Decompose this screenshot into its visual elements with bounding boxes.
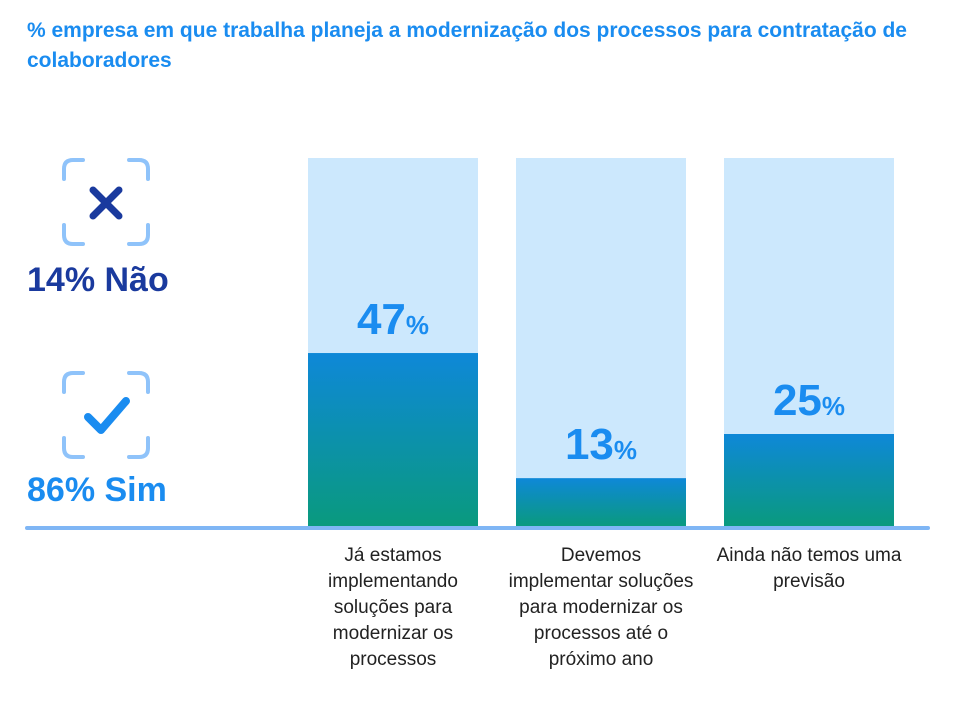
summary-no-label: 14% Não [27, 261, 169, 299]
category-label: Já estamos implementando soluções para m… [328, 545, 458, 670]
bar-value-number: 25 [772, 376, 822, 425]
bar-value-number: 13 [564, 420, 614, 470]
bar-value-label: 47% [308, 295, 478, 345]
bar-value-label: 25% [724, 376, 894, 426]
check-icon [62, 371, 150, 459]
bar-background [516, 158, 686, 526]
bar-value-unit: % [613, 435, 638, 466]
chart-title: % empresa em que trabalha planeja a mode… [27, 19, 907, 72]
summary-yes-label: 86% Sim [27, 471, 167, 509]
x-icon [62, 158, 150, 246]
bar-value-number: 47 [356, 295, 406, 345]
category-label: Devemos implementar soluções para modern… [508, 545, 694, 670]
bar [724, 434, 894, 526]
bar-value-label: 13% [516, 420, 686, 470]
bar-value-unit: % [405, 310, 430, 341]
bar-value-unit: % [821, 391, 846, 421]
category-label: Ainda não temos uma previsão [716, 545, 902, 592]
bar [516, 478, 686, 526]
bar [308, 353, 478, 526]
